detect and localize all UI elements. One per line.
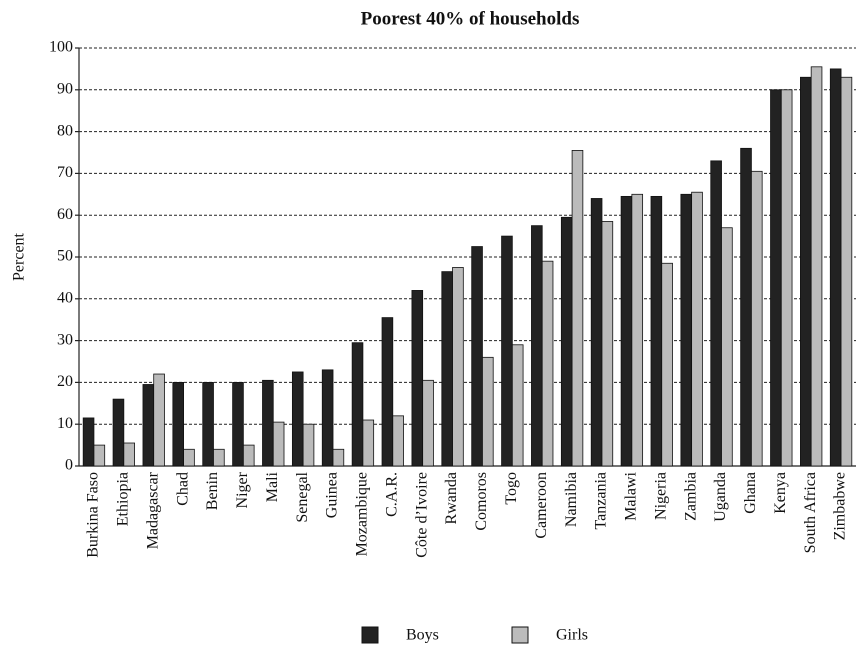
x-tick-label: Côte d’Ivoire: [413, 472, 430, 558]
legend-label: Girls: [556, 627, 588, 644]
x-tick-label: Niger: [234, 471, 251, 508]
bar: [213, 448, 225, 467]
bar: [631, 193, 644, 467]
x-tick-label: Guinea: [324, 472, 341, 518]
bar: [829, 68, 842, 467]
bar: [680, 193, 693, 467]
x-tick-label: Tanzania: [593, 472, 610, 530]
bar: [751, 170, 763, 467]
y-tick-label: 20: [57, 373, 73, 390]
y-tick-label: 0: [65, 457, 73, 474]
x-tick-label: Kenya: [772, 472, 789, 514]
x-tick-label: Comoros: [473, 472, 490, 531]
y-tick-label: 50: [57, 248, 73, 265]
bar: [740, 147, 752, 467]
bar: [710, 160, 722, 467]
x-tick-label: Mozambique: [354, 472, 371, 556]
bar: [780, 89, 793, 467]
x-tick-label: Madagascar: [144, 471, 161, 549]
bar: [721, 227, 733, 467]
bar: [411, 290, 424, 467]
bar: [123, 442, 135, 467]
y-tick-label: 40: [57, 289, 73, 306]
bar: [93, 444, 106, 467]
bar: [770, 89, 782, 467]
x-tick-label: Zambia: [682, 472, 699, 521]
bar: [810, 66, 823, 467]
bar: [272, 421, 285, 467]
x-tick-label: Ethiopia: [114, 472, 131, 526]
bar: [482, 356, 494, 467]
bar: [332, 448, 345, 467]
bar: [142, 384, 155, 467]
bar: [601, 221, 614, 467]
bar: [501, 235, 513, 467]
bar: [840, 76, 853, 467]
bar: [242, 444, 255, 467]
bar: [112, 398, 125, 467]
bar: [691, 191, 703, 467]
bar: [183, 448, 195, 467]
y-tick-label: 60: [57, 206, 73, 223]
bar: [620, 195, 633, 467]
bar: [232, 381, 244, 467]
y-tick-label: 10: [57, 415, 73, 432]
y-axis-label: Percent: [11, 232, 28, 281]
x-tick-label: Chad: [174, 472, 191, 506]
x-tick-label: Uganda: [712, 472, 729, 522]
bar: [531, 225, 543, 467]
x-tick-label: Malawi: [623, 471, 640, 520]
bar: [650, 195, 663, 467]
bar: [800, 76, 812, 467]
chart-title: Poorest 40% of households: [361, 8, 580, 29]
x-tick-label: Ghana: [742, 472, 759, 514]
y-tick-label: 90: [57, 80, 73, 97]
bar: [661, 262, 673, 467]
y-tick-label: 80: [57, 122, 73, 139]
bar: [452, 267, 464, 467]
x-tick-label: Rwanda: [443, 472, 460, 524]
legend-swatch: [511, 626, 529, 644]
x-tick-label: Mali: [264, 471, 281, 502]
x-tick-label: Senegal: [294, 471, 311, 522]
x-tick-label: Nigeria: [652, 472, 669, 520]
y-tick-label: 30: [57, 331, 73, 348]
bar: [291, 371, 304, 467]
legend-label: Boys: [406, 627, 439, 644]
x-tick-label: Namibia: [563, 472, 580, 527]
bar: [571, 150, 584, 467]
bar: [441, 271, 453, 467]
bar: [262, 379, 274, 467]
bar: [381, 317, 394, 467]
bar: [541, 260, 554, 467]
bar: [362, 419, 375, 467]
x-tick-label: Togo: [503, 472, 520, 505]
x-tick-label: Zimbabwe: [832, 472, 849, 540]
x-tick-label: Burkina Faso: [85, 472, 102, 558]
bar: [511, 344, 524, 467]
bar: [392, 415, 404, 467]
bar: [590, 198, 603, 467]
bar: [202, 381, 214, 467]
bar: [82, 417, 95, 467]
bar: [471, 246, 483, 467]
bar: [560, 216, 573, 467]
x-tick-label: C.A.R.: [383, 472, 400, 517]
x-tick-label: Cameroon: [533, 472, 550, 539]
y-tick-label: 100: [49, 39, 73, 56]
bar: [351, 342, 364, 467]
bar: [422, 379, 434, 467]
y-tick-label: 70: [57, 164, 73, 181]
bar: [172, 381, 184, 467]
bar: [321, 369, 334, 467]
bar: [302, 423, 315, 467]
x-tick-label: Benin: [204, 472, 221, 510]
legend-swatch: [361, 626, 379, 644]
x-tick-label: South Africa: [802, 472, 819, 553]
bar: [153, 373, 165, 467]
